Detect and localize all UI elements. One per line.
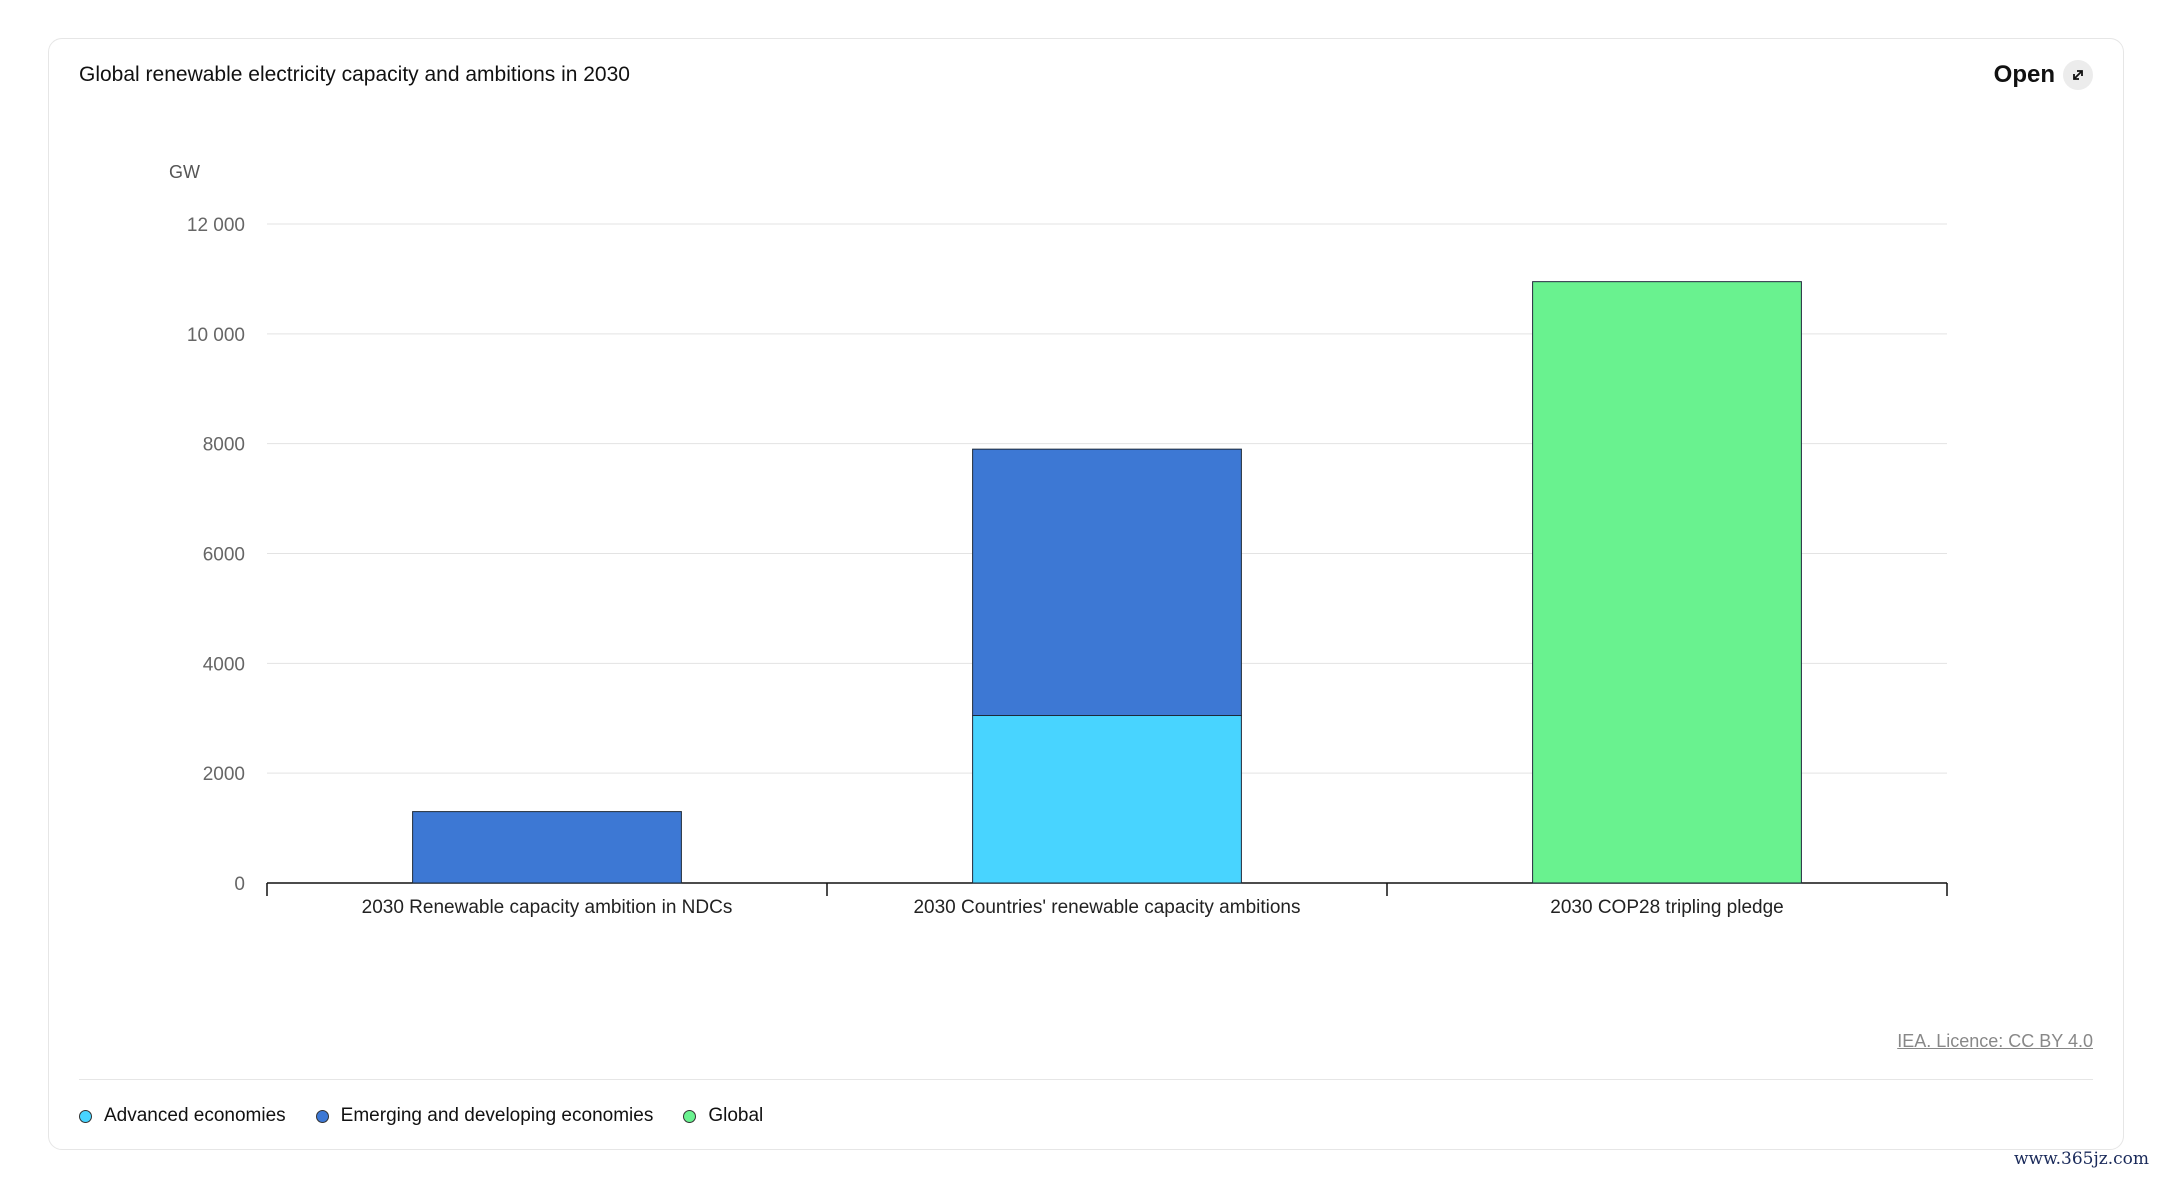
source-licence-link[interactable]: IEA. Licence: CC BY 4.0 [1897, 1031, 2093, 1051]
x-category-label: 2030 COP28 tripling pledge [1550, 897, 1783, 918]
y-tick-label: 6000 [203, 545, 245, 566]
y-tick-label: 12 000 [187, 215, 245, 236]
legend-divider [79, 1079, 2093, 1080]
legend-dot-advanced [79, 1109, 92, 1123]
watermark: www.365jz.com [2014, 1149, 2149, 1169]
bar-segment [1532, 281, 1802, 884]
y-tick-label: 2000 [203, 764, 245, 785]
legend: Advanced economies Emerging and developi… [79, 1105, 763, 1127]
y-tick-label: 10 000 [187, 325, 245, 346]
bar-segment [412, 811, 682, 884]
x-category-label: 2030 Renewable capacity ambition in NDCs [362, 897, 733, 918]
y-tick-label: 4000 [203, 654, 245, 675]
y-axis-label: GW [169, 162, 200, 182]
chart-card: Global renewable electricity capacity an… [48, 38, 2124, 1150]
legend-label-global: Global [708, 1105, 764, 1126]
expand-arrow-icon [2063, 60, 2093, 90]
open-label: Open [1993, 61, 2055, 88]
y-tick-label: 8000 [203, 435, 245, 456]
legend-item-global[interactable]: Global [683, 1105, 763, 1127]
bar-segment [972, 715, 1242, 884]
legend-label-emerging: Emerging and developing economies [340, 1105, 654, 1126]
open-button[interactable]: Open [1994, 60, 2093, 90]
legend-label-advanced: Advanced economies [104, 1105, 286, 1126]
x-category-label: 2030 Countries' renewable capacity ambit… [913, 897, 1300, 918]
legend-item-advanced[interactable]: Advanced economies [79, 1105, 286, 1127]
y-tick-label: 0 [234, 874, 245, 895]
chart-title: Global renewable electricity capacity an… [79, 63, 630, 86]
bar-segment [972, 448, 1242, 717]
legend-dot-global [683, 1109, 697, 1123]
legend-dot-emerging [315, 1109, 329, 1123]
chart-plot: GW 0 2000 4000 6000 8000 10 000 12 000 2030 Rene… [169, 162, 1948, 918]
legend-item-emerging[interactable]: Emerging and developing economies [315, 1105, 654, 1127]
